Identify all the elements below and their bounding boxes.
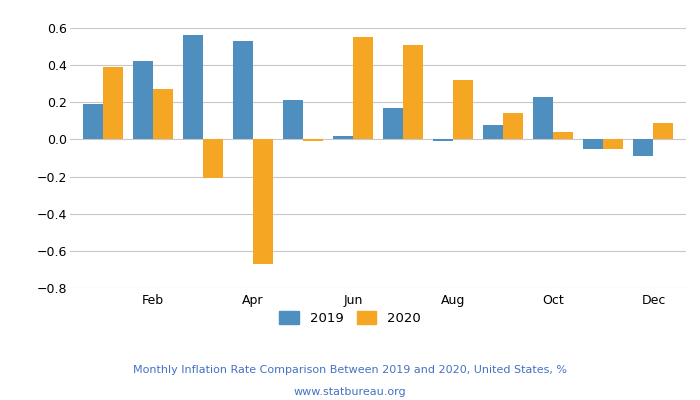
Bar [303, 140, 323, 141]
Bar [533, 97, 553, 140]
Bar [503, 114, 523, 140]
Bar [83, 104, 103, 140]
Bar [483, 124, 503, 140]
Bar [453, 80, 473, 140]
Bar [603, 140, 624, 149]
Bar [233, 41, 253, 140]
Bar [183, 36, 203, 140]
Bar [283, 100, 303, 140]
Bar [433, 140, 453, 141]
Text: www.statbureau.org: www.statbureau.org [294, 387, 406, 397]
Legend: 2019, 2020: 2019, 2020 [273, 304, 427, 332]
Bar [383, 108, 403, 140]
Bar [634, 140, 653, 156]
Bar [403, 45, 423, 140]
Bar [132, 62, 153, 140]
Bar [353, 37, 373, 140]
Bar [333, 136, 353, 140]
Bar [583, 140, 603, 149]
Bar [103, 67, 122, 140]
Bar [553, 132, 573, 140]
Bar [203, 140, 223, 178]
Text: Monthly Inflation Rate Comparison Between 2019 and 2020, United States, %: Monthly Inflation Rate Comparison Betwee… [133, 365, 567, 375]
Bar [153, 89, 173, 140]
Bar [253, 140, 273, 264]
Bar [653, 123, 673, 140]
